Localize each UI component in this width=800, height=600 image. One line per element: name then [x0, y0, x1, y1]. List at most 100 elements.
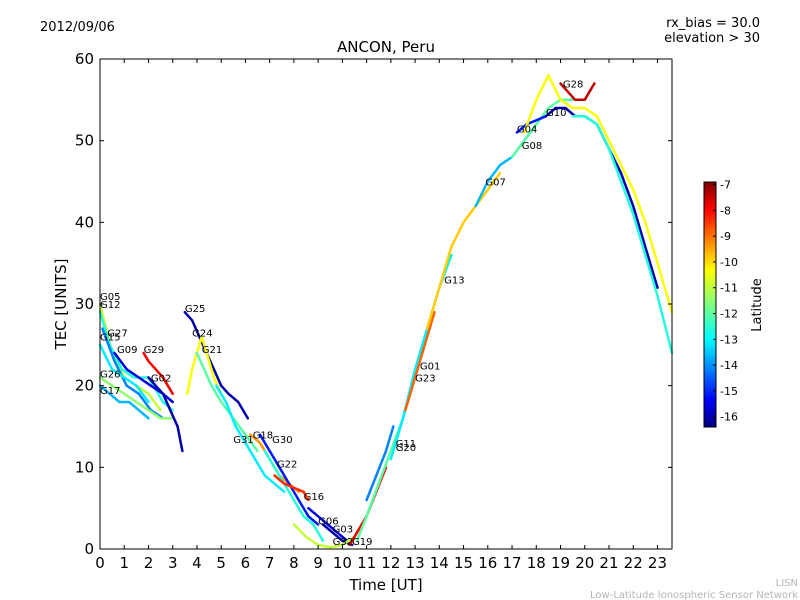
y-tick-label: 50: [75, 132, 94, 150]
x-tick-label: 12: [381, 554, 400, 572]
y-tick-label: 40: [75, 213, 94, 231]
satellite-track-g29: [142, 351, 174, 396]
x-tick-label: 8: [289, 554, 299, 572]
y-tick-label: 20: [75, 377, 94, 395]
y-tick-label: 60: [75, 50, 94, 68]
x-tick-label: 17: [502, 554, 521, 572]
satellite-label-g25: G25: [185, 304, 205, 315]
y-tick-label: 0: [84, 540, 94, 558]
plot-area: [98, 74, 674, 549]
y-tick-label: 10: [75, 458, 94, 476]
colorbar-tick-label: -16: [720, 411, 738, 424]
satellite-label-g31: G31: [233, 435, 253, 446]
x-tick-label: 16: [478, 554, 497, 572]
satellite-label-g19: G19: [352, 537, 372, 548]
x-axis: 0 1 2 3 4 5 6 7 8 9 10 11 12 13 14 15 16 17 18 19 20 21 22 23: [95, 59, 667, 572]
rx-bias-label: rx_bias = 30.0: [666, 16, 760, 31]
satellite-track-g14: [571, 114, 674, 355]
y-axis: 0 10 20 30 40 50 60: [75, 50, 672, 558]
satellite-track-g28: [559, 82, 596, 102]
satellite-label-g08: G08: [522, 141, 542, 152]
x-tick-label: 5: [216, 554, 226, 572]
satellite-track-g06: [307, 506, 349, 543]
satellite-label-g32: G32: [333, 537, 353, 548]
x-axis-label: Time [UT]: [348, 576, 422, 594]
satellite-track-g23: [404, 310, 436, 412]
satellite-track-g22: [263, 449, 325, 543]
satellite-track-g24: [186, 335, 223, 396]
satellite-label-g17: G17: [100, 386, 120, 397]
colorbar-label: Latitude: [750, 278, 765, 332]
satellite-label-g13: G13: [444, 276, 464, 287]
x-tick-label: 14: [430, 554, 449, 572]
x-tick-label: 20: [575, 554, 594, 572]
satellite-track-g31: [215, 384, 286, 494]
y-tick-label: 30: [75, 295, 94, 313]
satellite-track-g33: [522, 74, 674, 314]
x-tick-label: 2: [144, 554, 154, 572]
colorbar-tick-label: -12: [720, 308, 738, 321]
satellite-track-g21: [195, 351, 259, 453]
satellite-track-g27: [101, 327, 165, 420]
satellite-track-g26: [98, 376, 174, 420]
x-tick-label: 0: [95, 554, 105, 572]
x-tick-label: 22: [624, 554, 643, 572]
satellite-label-g27: G27: [107, 329, 127, 340]
satellite-label-g28: G28: [563, 80, 583, 91]
x-tick-label: 23: [648, 554, 667, 572]
satellite-label-g30: G30: [272, 435, 292, 446]
colorbar-tick-label: -15: [720, 385, 738, 398]
y-axis-label: TEC [UNITS]: [52, 259, 70, 351]
date-label: 2012/09/06: [40, 20, 115, 35]
x-tick-label: 11: [357, 554, 376, 572]
satellite-label-g23: G23: [415, 374, 435, 385]
satellite-label-g18: G18: [253, 431, 273, 442]
x-tick-label: 10: [333, 554, 352, 572]
satellite-track-g13: [425, 172, 502, 330]
satellite-label-g24: G24: [192, 329, 212, 340]
satellite-label-g11: G11: [396, 439, 416, 450]
x-tick-label: 15: [454, 554, 473, 572]
satellite-label-g02: G02: [151, 374, 171, 385]
colorbar-tick-label: -7: [720, 179, 731, 192]
colorbar-tick-label: -8: [720, 204, 731, 217]
satellite-label-g03: G03: [333, 525, 353, 536]
x-tick-label: 13: [406, 554, 425, 572]
x-tick-label: 4: [192, 554, 202, 572]
x-tick-label: 6: [241, 554, 251, 572]
satellite-label-g15: G15: [100, 333, 120, 344]
satellite-track-g04: [515, 114, 548, 134]
satellite-track-g16: [273, 474, 310, 502]
x-tick-label: 3: [168, 554, 178, 572]
footer-lisn: LISN: [776, 578, 798, 589]
x-tick-label: 19: [551, 554, 570, 572]
colorbar-ticks: -7 -8 -9 -10 -11 -12 -13 -14 -15 -16: [713, 179, 738, 424]
x-tick-label: 1: [119, 554, 129, 572]
colorbar-tick-label: -10: [720, 256, 738, 269]
colorbar-tick-label: -14: [720, 359, 738, 372]
satellite-label-g06: G06: [318, 516, 338, 527]
colorbar-tick-label: -13: [720, 333, 738, 346]
satellite-label-g16: G16: [304, 492, 324, 503]
x-tick-label: 18: [527, 554, 546, 572]
satellite-track-g30: [258, 433, 320, 526]
chart-title: ANCON, Peru: [337, 38, 435, 56]
satellite-label-g05: G05: [100, 292, 120, 303]
satellite-label-g07: G07: [485, 178, 505, 189]
satellite-label-g29: G29: [144, 345, 164, 356]
satellite-label-g04: G04: [517, 124, 537, 135]
satellite-track-g25: [183, 310, 250, 420]
satellite-track-g11: [365, 425, 395, 502]
x-tick-label: 7: [265, 554, 275, 572]
satellite-track-g15: [98, 343, 150, 404]
elevation-label: elevation > 30: [664, 31, 760, 46]
x-tick-label: 9: [313, 554, 323, 572]
satellite-label-g01: G01: [420, 361, 440, 372]
satellite-label-g10: G10: [546, 108, 566, 119]
satellite-label-g22: G22: [277, 459, 297, 470]
colorbar-tick-label: -11: [720, 282, 738, 295]
satellite-label-g20: G20: [396, 443, 416, 454]
colorbar-tick-label: -9: [720, 230, 731, 243]
